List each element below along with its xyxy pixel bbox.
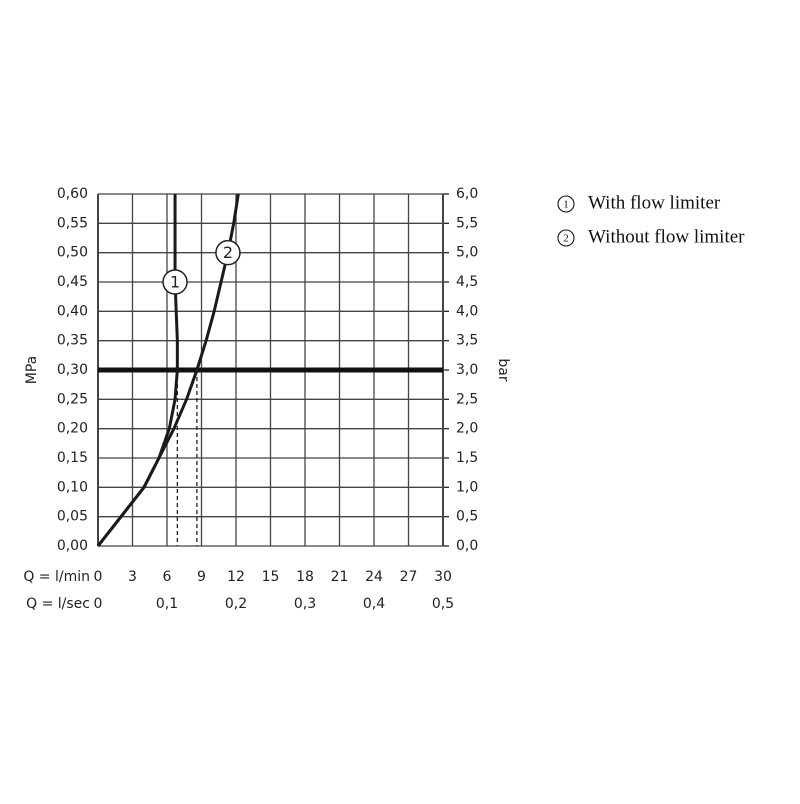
y2-tick-label: 1,5 <box>456 450 478 466</box>
y2-tick-label: 5,0 <box>456 245 478 261</box>
x-tick-label: 24 <box>365 569 383 585</box>
x-axis-label: Q = l/min <box>23 569 90 585</box>
y2-tick-label: 2,0 <box>456 421 478 437</box>
legend-item: 2 Without flow limiter <box>557 226 745 247</box>
y-tick-label: 0,55 <box>57 215 88 231</box>
curve-label-circle <box>162 269 188 295</box>
legend-label: Without flow limiter <box>588 226 745 247</box>
x2-tick-label: 0 <box>94 596 103 612</box>
x-tick-label: 21 <box>331 569 349 585</box>
legend-marker: 2 <box>563 233 569 245</box>
x2-tick-label: 0,2 <box>225 596 247 612</box>
legend-label: With flow limiter <box>588 192 721 213</box>
y2-tick-label: 0,5 <box>456 509 478 525</box>
y-tick-label: 0,50 <box>57 245 88 261</box>
y-tick-label: 0,25 <box>57 391 88 407</box>
y2-tick-label: 2,5 <box>456 391 478 407</box>
x2-tick-label: 0,3 <box>294 596 316 612</box>
x-tick-label: 12 <box>227 569 245 585</box>
y2-tick-label: 5,5 <box>456 215 478 231</box>
y-tick-label: 0,10 <box>57 479 88 495</box>
y-tick-label: 0,00 <box>57 538 88 554</box>
legend-marker: 1 <box>563 199 569 211</box>
x-tick-label: 15 <box>262 569 280 585</box>
curve-label: 2 <box>223 243 233 262</box>
y-tick-label: 0,15 <box>57 450 88 466</box>
y2-tick-label: 4,0 <box>456 303 478 319</box>
y-tick-label: 0,60 <box>57 186 88 202</box>
x-tick-label: 18 <box>296 569 314 585</box>
legend-item: 1 With flow limiter <box>557 192 721 213</box>
x2-axis-label: Q = l/sec <box>26 596 90 612</box>
y2-tick-label: 4,5 <box>456 274 478 290</box>
y-tick-label: 0,45 <box>57 274 88 290</box>
y2-tick-label: 1,0 <box>456 479 478 495</box>
y-tick-label: 0,40 <box>57 303 88 319</box>
legend-marker-circle <box>557 195 575 213</box>
y-tick-label: 0,05 <box>57 509 88 525</box>
x-tick-label: 30 <box>434 569 452 585</box>
x-tick-label: 3 <box>128 569 137 585</box>
y-tick-label: 0,35 <box>57 333 88 349</box>
x-tick-label: 9 <box>197 569 206 585</box>
curve-label: 1 <box>170 273 180 292</box>
x2-tick-label: 0,4 <box>363 596 385 612</box>
x-tick-label: 27 <box>400 569 418 585</box>
y2-tick-label: 6,0 <box>456 186 478 202</box>
x-tick-label: 6 <box>163 569 172 585</box>
y2-tick-label: 3,0 <box>456 362 478 378</box>
curve-label-circle <box>215 239 241 266</box>
x-tick-label: 0 <box>94 569 103 585</box>
x2-tick-label: 0,1 <box>156 596 178 612</box>
y-tick-label: 0,20 <box>57 421 88 437</box>
y2-axis-label: bar <box>495 358 511 381</box>
y2-tick-label: 0,0 <box>456 538 478 554</box>
x2-tick-label: 0,5 <box>432 596 454 612</box>
legend-marker-circle <box>557 229 575 247</box>
y2-tick-label: 3,5 <box>456 333 478 349</box>
y-tick-label: 0,30 <box>57 362 88 378</box>
y-axis-label: MPa <box>24 356 40 384</box>
